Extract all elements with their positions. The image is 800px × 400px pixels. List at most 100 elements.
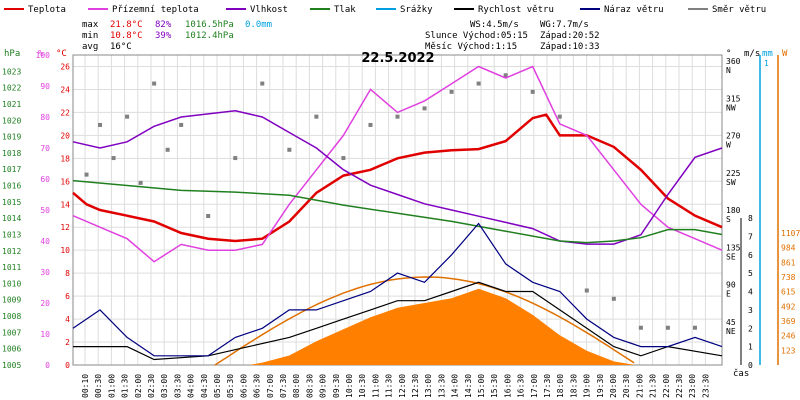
tick-label-w: 615 (781, 288, 796, 297)
stat-avg-temp: 16°C (110, 42, 132, 52)
axis-label-hpa: hPa (4, 49, 20, 59)
tick-label-ms: 7 (748, 232, 753, 241)
x-tick-label: 15:30 (490, 374, 499, 398)
legend-item: Vlhkost (250, 5, 288, 15)
x-tick-label: 23:30 (701, 374, 710, 398)
x-tick-label: 06:30 (253, 374, 262, 398)
tick-label-pct: 40 (40, 237, 50, 246)
tick-label-hpa: 1009 (2, 296, 21, 305)
x-tick-label: 17:00 (530, 374, 539, 398)
legend-item: Teplota (28, 5, 66, 15)
tick-label-hpa: 1018 (2, 149, 21, 158)
tick-label-w: 246 (781, 332, 796, 341)
tick-label-hpa: 1019 (2, 133, 21, 142)
x-tick-label: 05:00 (213, 374, 222, 398)
tick-label-w: 861 (781, 258, 796, 267)
direction-point (206, 214, 211, 218)
tick-label-pct: 70 (40, 144, 50, 153)
stat-min-temp: 10.8°C (110, 31, 143, 41)
direction-point (503, 73, 508, 78)
x-axis-label: čas (733, 368, 749, 379)
tick-label-deg: 45 (726, 318, 736, 327)
direction-point (260, 81, 265, 86)
solar-model-curve (214, 276, 635, 366)
x-tick-label: 15:00 (477, 374, 486, 398)
direction-point (692, 325, 697, 330)
direction-point (125, 114, 130, 119)
tick-label-pct: 50 (40, 206, 50, 215)
tick-label-temp: 22 (60, 108, 70, 117)
direction-point (368, 122, 373, 127)
stat-wind-gust: WG:7.7m/s (540, 20, 589, 30)
legend: Teplota Přízemní teplota Vlhkost Tlak Srážky… (4, 5, 766, 15)
tick-label-dir: N (726, 66, 731, 75)
axis-label-mm: mm (762, 49, 773, 59)
x-tick-label: 12:30 (411, 374, 420, 398)
tick-label-hpa: 1008 (2, 312, 21, 321)
tick-label-dir: SW (726, 178, 736, 187)
axes-layer: hPa% °C1005100610071008100910101011101210… (2, 49, 800, 398)
tick-label-deg: 135 (726, 243, 741, 252)
x-tick-label: 22:30 (675, 374, 684, 398)
tick-label-ms: 2 (748, 324, 753, 333)
tick-label-ms: 0 (748, 361, 753, 370)
tick-label-temp: 20 (60, 131, 70, 140)
tick-label-deg: 360 (726, 57, 741, 66)
legend-item: Tlak (334, 5, 356, 15)
direction-point (179, 122, 184, 127)
tick-label-w: 984 (781, 244, 796, 253)
tick-label-pct: 60 (40, 175, 50, 184)
x-tick-label: 08:30 (305, 374, 314, 398)
tick-label-hpa: 1020 (2, 116, 21, 125)
tick-label-ms: 3 (748, 306, 753, 315)
series-line (72, 222, 723, 357)
stat-min-label: min (82, 31, 98, 41)
direction-point (341, 156, 346, 161)
tick-label-hpa: 1017 (2, 165, 21, 174)
x-tick-label: 20:00 (609, 374, 618, 398)
tick-label-ms: 5 (748, 269, 753, 278)
chart-title: 22.5.2022 (361, 51, 434, 66)
x-tick-label: 12:00 (398, 374, 407, 398)
tick-label-temp: 4 (65, 315, 70, 324)
x-tick-label: 23:00 (688, 374, 697, 398)
tick-label-deg: 180 (726, 206, 741, 215)
tick-label-deg: 270 (726, 132, 741, 141)
tick-label-hpa: 1023 (2, 67, 21, 76)
stat-max-hum: 82% (155, 20, 172, 30)
x-tick-label: 22:00 (662, 374, 671, 398)
tick-label-w: 738 (781, 273, 796, 282)
x-tick-label: 16:00 (503, 374, 512, 398)
tick-label-hpa: 1011 (2, 263, 21, 272)
tick-label-mm: 1 (764, 59, 769, 68)
direction-point (422, 106, 427, 111)
direction-point (165, 147, 170, 152)
tick-label-hpa: 1015 (2, 198, 21, 207)
tick-label-w: 1107 (781, 229, 800, 238)
tick-label-pct: 0 (45, 361, 50, 370)
direction-point (665, 325, 670, 330)
x-tick-label: 18:30 (569, 374, 578, 398)
tick-label-temp: 10 (60, 246, 70, 255)
tick-label-pct: 100 (36, 51, 51, 60)
x-tick-label: 03:30 (173, 374, 182, 398)
tick-label-temp: 8 (65, 269, 70, 278)
tick-label-pct: 30 (40, 268, 50, 277)
x-tick-label: 20:30 (622, 374, 631, 398)
tick-label-hpa: 1012 (2, 247, 21, 256)
tick-label-pct: 90 (40, 82, 50, 91)
stat-sunset: Západ:20:52 (540, 31, 600, 41)
direction-point (152, 81, 157, 86)
axis-label-w: W (782, 49, 788, 59)
solar-measured-area (248, 288, 636, 365)
axis-label-pct: % (38, 49, 44, 59)
x-tick-label: 05:30 (226, 374, 235, 398)
tick-label-ms: 8 (748, 214, 753, 223)
legend-item: Náraz větru (604, 5, 664, 15)
tick-label-w: 369 (781, 317, 796, 326)
direction-point (530, 89, 535, 94)
x-tick-label: 01:00 (107, 374, 116, 398)
stat-min-hum: 39% (155, 31, 172, 41)
